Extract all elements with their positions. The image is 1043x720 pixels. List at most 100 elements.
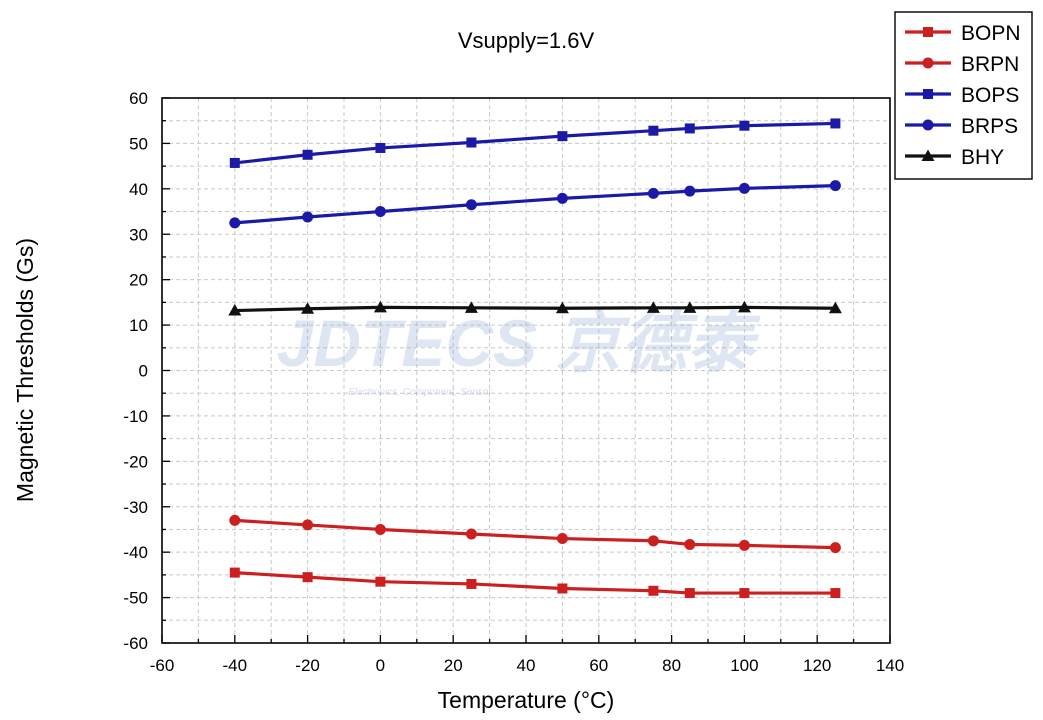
x-tick-label: 20 (444, 656, 463, 675)
data-point-bhy (737, 300, 751, 313)
data-point-brps (556, 192, 568, 204)
data-point-brpn (556, 533, 568, 545)
data-point-bops (375, 142, 386, 153)
x-tick-label: 60 (589, 656, 608, 675)
data-point-bops (229, 157, 240, 168)
legend-marker-brpn (922, 57, 934, 69)
y-tick-label: -60 (123, 634, 148, 653)
legend-marker-bhy (921, 149, 935, 161)
legend-box (894, 11, 1033, 180)
data-point-brps (465, 199, 477, 211)
legend-item-bopn: BOPN (905, 22, 1021, 45)
legend-item-bops: BOPS (905, 84, 1019, 107)
data-point-bops (648, 125, 659, 136)
data-point-bopn (375, 576, 386, 587)
data-point-bopn (739, 588, 750, 599)
data-point-bhy (301, 302, 315, 314)
x-tick-label: -40 (223, 656, 248, 675)
y-tick-label: 60 (129, 89, 148, 108)
data-point-bhy (828, 301, 842, 314)
grid-lines (162, 98, 890, 643)
watermark: JDTECS 京德泰 Electronics, Component, Senso… (277, 306, 762, 398)
y-tick-label: 10 (129, 316, 148, 335)
y-tick-label: -40 (123, 543, 148, 562)
data-point-bhy (464, 301, 478, 313)
data-point-bops (830, 118, 841, 129)
data-point-brps (647, 187, 659, 199)
legend-label-brpn: BRPN (961, 53, 1019, 76)
data-point-bops (739, 120, 750, 131)
legend-item-bhy: BHY (905, 146, 1004, 169)
x-tick-label: -60 (150, 656, 175, 675)
data-point-bopn (302, 572, 313, 583)
data-point-bops (466, 137, 477, 148)
y-tick-label: 20 (129, 271, 148, 290)
data-point-bopn (648, 585, 659, 596)
series-bhy (228, 300, 842, 316)
data-point-bopn (684, 588, 695, 599)
data-point-bopn (557, 583, 568, 594)
data-point-brpn (738, 539, 750, 551)
data-point-bhy (228, 304, 242, 316)
data-point-brps (302, 211, 314, 223)
data-point-bops (557, 131, 568, 142)
data-point-bopn (229, 567, 240, 578)
y-tick-label: -20 (123, 452, 148, 471)
y-tick-label: 0 (139, 362, 148, 381)
y-tick-label: 40 (129, 180, 148, 199)
data-point-bhy (646, 301, 660, 313)
data-point-brps (374, 206, 386, 218)
data-point-bhy (683, 301, 697, 313)
legend-item-brpn: BRPN (905, 53, 1019, 76)
legend-item-brps: BRPS (905, 115, 1018, 138)
data-point-brps (738, 182, 750, 194)
y-tick-label: -50 (123, 589, 148, 608)
x-tick-label: 140 (876, 656, 904, 675)
data-point-brps (229, 217, 241, 229)
watermark-tagline: Electronics, Component, Sensor (348, 387, 492, 398)
x-tick-label: 0 (376, 656, 385, 675)
legend-label-brps: BRPS (961, 115, 1018, 138)
data-point-bhy (555, 301, 569, 314)
data-point-brpn (829, 542, 841, 554)
data-point-brpn (647, 535, 659, 547)
data-point-brpn (465, 528, 477, 540)
data-point-brps (829, 180, 841, 192)
series-brpn (229, 514, 841, 554)
series-bopn (229, 567, 841, 599)
x-tick-label: 40 (517, 656, 536, 675)
data-point-bops (684, 123, 695, 134)
data-point-brps (684, 185, 696, 197)
data-point-bhy (373, 300, 387, 313)
legend-label-bhy: BHY (961, 146, 1004, 169)
y-tick-label: -30 (123, 498, 148, 517)
watermark-brand: JDTECS 京德泰 (277, 306, 762, 380)
data-point-brpn (229, 514, 241, 526)
legend-label-bopn: BOPN (961, 22, 1021, 45)
data-point-brpn (302, 519, 314, 531)
data-point-brpn (684, 538, 696, 550)
chart-title: Vsupply=1.6V (458, 28, 595, 53)
series-bops (229, 118, 841, 168)
data-point-brpn (374, 523, 386, 535)
legend-label-bops: BOPS (961, 84, 1019, 107)
x-tick-label: 80 (662, 656, 681, 675)
legend-marker-brps (922, 119, 934, 131)
y-axis-label: Magnetic Thresholds (Gs) (12, 238, 38, 502)
y-tick-label: -10 (123, 407, 148, 426)
series-brps (229, 180, 841, 229)
x-axis-label: Temperature (°C) (438, 687, 615, 713)
legend: BOPN BRPN BOPS BRPS BHY (894, 11, 1033, 180)
legend-marker-bops (923, 89, 933, 99)
data-point-bops (302, 149, 313, 160)
data-point-bopn (466, 578, 477, 589)
x-tick-label: 100 (730, 656, 758, 675)
x-tick-label: 120 (803, 656, 831, 675)
x-tick-label: -20 (295, 656, 320, 675)
legend-marker-bopn (923, 27, 933, 37)
y-tick-label: 50 (129, 134, 148, 153)
y-tick-label: 30 (129, 225, 148, 244)
data-point-bopn (830, 588, 841, 599)
